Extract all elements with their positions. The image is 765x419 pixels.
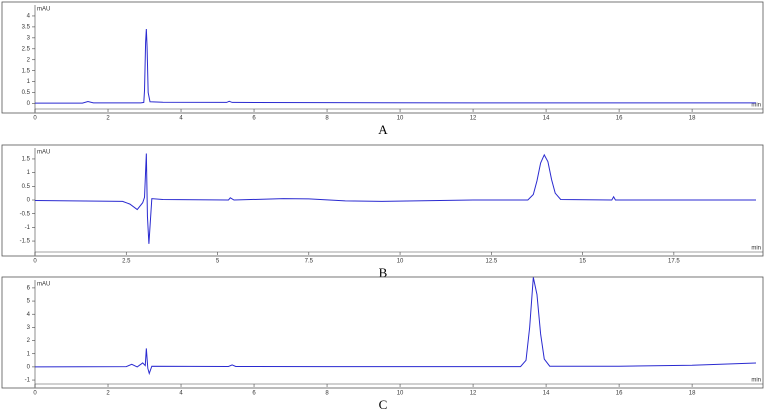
x-tick-label: 12 [470,116,477,122]
y-tick-label: 2 [27,57,31,63]
y-tick-label: -0.5 [20,211,31,217]
x-tick-label: 10 [397,116,404,122]
y-tick-label: 6 [27,285,31,291]
x-tick-label: 0 [33,116,37,122]
x-tick-label: 6 [252,116,256,122]
panel-frame [1,144,764,257]
y-axis-label: mAU [37,150,50,156]
x-tick-label: 16 [616,116,623,122]
x-axis-label: min [751,378,761,384]
y-tick-label: 4 [27,312,31,318]
x-tick-label: 8 [325,116,329,122]
x-tick-label: 6 [252,391,256,397]
panel-frame [1,276,764,389]
y-axis-label: mAU [37,282,50,288]
y-tick-label: 0 [27,198,31,204]
signal-line [34,277,757,376]
y-tick-label: 3 [27,325,31,331]
x-tick-label: 14 [543,116,550,122]
x-tick-label: 15 [579,259,586,265]
x-tick-label: 18 [689,391,696,397]
x-tick-label: 12.5 [485,259,497,265]
y-tick-label: 0 [27,364,31,370]
y-tick-label: 0.5 [22,90,31,96]
x-tick-label: 14 [543,391,550,397]
y-tick-label: 3.5 [22,24,31,30]
y-axis-label: mAU [37,7,50,13]
x-tick-label: 0 [33,391,37,397]
panel-label: A [378,122,388,137]
x-tick-label: 12 [470,391,477,397]
y-tick-label: 0.5 [22,184,31,190]
y-tick-label: 5 [27,299,31,305]
x-tick-label: 7.5 [305,259,314,265]
panel-label: C [379,397,388,412]
y-tick-label: 3 [27,35,31,41]
x-tick-label: 10 [397,391,404,397]
y-tick-label: 1 [27,351,31,357]
x-tick-label: 8 [325,391,329,397]
y-tick-label: -1 [25,378,31,384]
panel-label: B [379,265,388,280]
x-tick-label: 16 [616,391,623,397]
x-tick-label: 10 [397,259,404,265]
y-tick-label: 1 [27,170,31,176]
x-tick-label: 18 [689,116,696,122]
y-tick-label: 2 [27,338,31,344]
y-tick-label: 4 [27,14,31,20]
x-tick-label: 2.5 [122,259,131,265]
y-tick-label: -1.5 [20,239,31,245]
x-tick-label: 4 [179,391,183,397]
x-tick-label: 4 [179,116,183,122]
y-tick-label: 1.5 [22,157,31,163]
x-axis-label: min [751,246,761,252]
y-tick-label: 1 [27,79,31,85]
y-tick-label: -1 [25,225,31,231]
y-tick-label: 1.5 [22,68,31,74]
x-tick-label: 0 [33,259,37,265]
x-tick-label: 2 [106,391,110,397]
x-tick-label: 5 [216,259,220,265]
signal-line [35,29,756,104]
x-tick-label: 2 [106,116,110,122]
signal-line [34,153,756,244]
x-tick-label: 17.5 [668,259,680,265]
y-tick-label: 2.5 [22,46,31,52]
x-axis-label: min [751,103,761,109]
panel-frame [1,1,764,114]
y-tick-label: 0 [27,101,31,107]
